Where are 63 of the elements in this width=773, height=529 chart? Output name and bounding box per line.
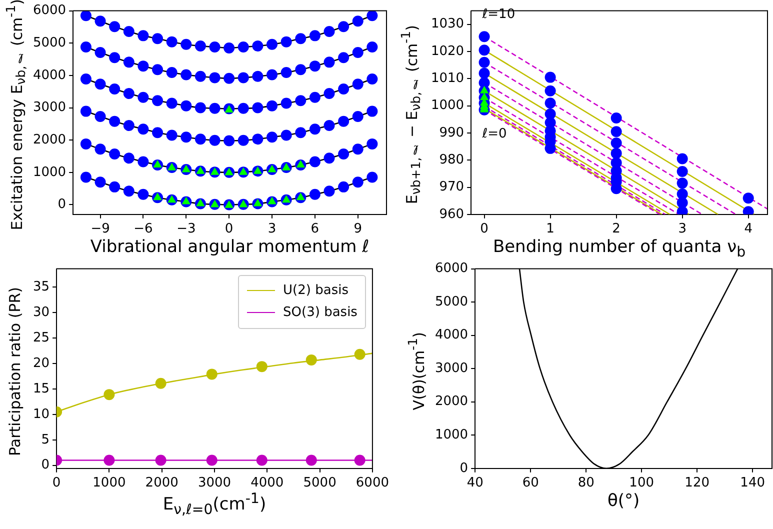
x-tick-label: 6 — [310, 222, 320, 237]
x-tick-label: 60 — [522, 476, 539, 491]
y-tick-label: 5 — [41, 432, 50, 448]
x-tick-label: 2000 — [145, 476, 178, 491]
x-tick-label: 3 — [678, 222, 686, 237]
y-tick-label: 5000 — [32, 35, 66, 50]
y-tick-label: 2000 — [32, 132, 66, 148]
y-tick-label: 6000 — [434, 261, 468, 276]
y-tick-label: 5000 — [434, 294, 468, 310]
y-tick-label: 960 — [439, 206, 464, 222]
x-tick-label: 2 — [612, 222, 620, 237]
x-tick-label: 4 — [744, 222, 752, 237]
x-tick-label: 1000 — [92, 476, 126, 491]
y-tick-label: 20 — [32, 356, 50, 371]
y-tick-label: 0 — [460, 460, 468, 476]
x-tick-label: 4000 — [250, 476, 284, 491]
legend-label: SO(3) basis — [283, 304, 358, 322]
y-tick-label: 3000 — [434, 360, 468, 376]
x-tick-label: −9 — [90, 222, 110, 237]
y-tick-label: 1010 — [430, 71, 464, 86]
x-tick-label: 5000 — [303, 476, 336, 491]
annotation: ℓ=0 — [481, 126, 507, 142]
x-tick-label: 1 — [546, 222, 554, 237]
x-tick-label: 80 — [578, 476, 594, 491]
x-tick-label: 0 — [480, 222, 488, 237]
y-tick-label: 1000 — [434, 428, 468, 443]
x-axis-title: θ(°) — [606, 491, 641, 511]
y-tick-label: 990 — [439, 125, 464, 140]
x-tick-label: 100 — [629, 476, 654, 491]
legend-label: U(2) basis — [283, 282, 348, 300]
x-tick-label: 120 — [684, 476, 710, 491]
y-tick-label: 1020 — [430, 44, 464, 59]
x-axis-title: Vibrational angular momentum ℓ — [89, 237, 370, 257]
y-tick-label: 0 — [58, 197, 66, 212]
y-tick-label: 4000 — [32, 68, 66, 83]
y-tick-label: 35 — [32, 280, 50, 295]
y-tick-label: 1030 — [430, 16, 464, 32]
y-tick-label: 3000 — [32, 100, 66, 116]
x-tick-label: −3 — [176, 222, 196, 237]
y-tick-label: 10 — [32, 406, 50, 422]
x-tick-label: 3 — [268, 222, 276, 237]
y-tick-label: 25 — [32, 330, 50, 346]
y-tick-label: 980 — [439, 152, 464, 168]
y-tick-label: 6000 — [32, 3, 66, 18]
x-axis-title: Bending number of quanta ν$_{b}$ — [492, 237, 747, 260]
y-tick-label: 1000 — [430, 98, 464, 114]
y-tick-label: 30 — [32, 304, 50, 320]
annotation: ℓ=10 — [481, 6, 516, 22]
y-tick-label: 0 — [41, 458, 50, 473]
y-tick-label: 15 — [32, 381, 50, 396]
y-axis-title: Participation ratio (PR) — [6, 286, 24, 456]
y-tick-label: 2000 — [434, 394, 468, 410]
x-tick-label: 3000 — [198, 476, 232, 491]
y-tick-label: 1000 — [32, 164, 66, 180]
y-tick-label: 970 — [439, 180, 464, 195]
x-tick-label: 6000 — [356, 476, 390, 491]
x-axis-title: E$_{ν,ℓ=0}$(cm$^{-1}$) — [162, 491, 268, 518]
x-tick-label: 0 — [224, 222, 234, 237]
x-tick-label: 40 — [466, 476, 484, 491]
x-tick-label: 140 — [740, 476, 765, 491]
y-tick-label: 4000 — [434, 328, 468, 343]
x-tick-label: −6 — [134, 222, 153, 237]
x-tick-label: 9 — [354, 222, 362, 237]
